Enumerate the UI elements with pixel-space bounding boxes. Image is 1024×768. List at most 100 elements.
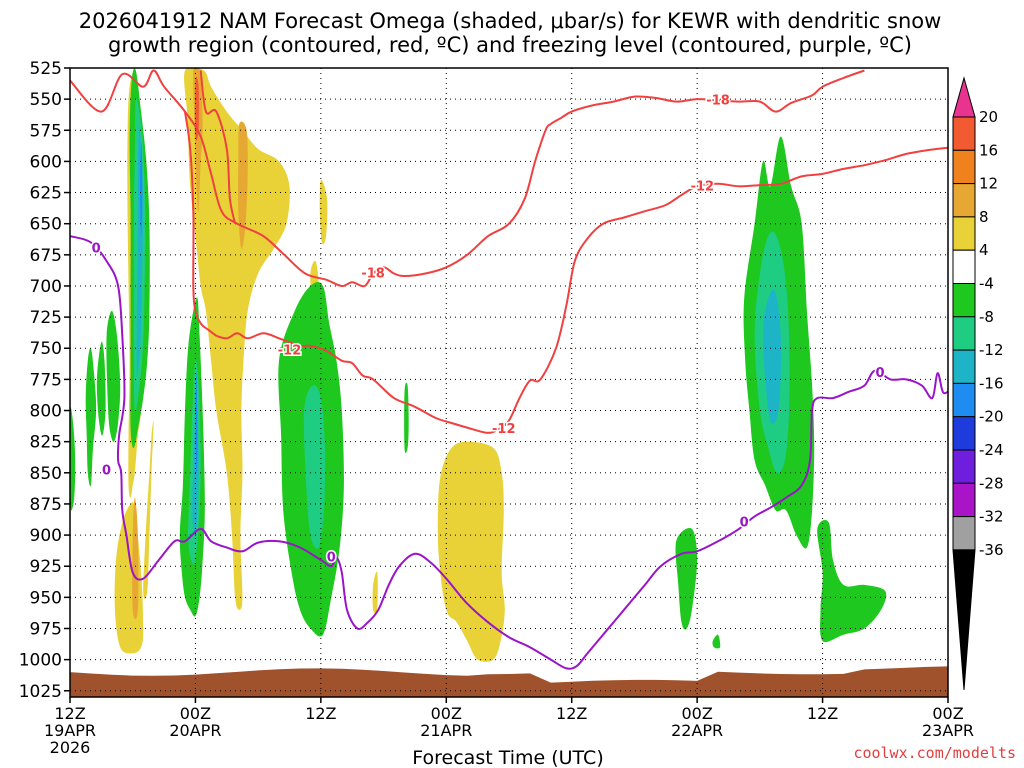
colorbar-bin-2 — [952, 183, 976, 218]
dgz-label-2: -12 — [278, 344, 302, 359]
freezing-label-1: 0 — [102, 463, 111, 478]
y-tick-label-14: 875 — [30, 495, 62, 515]
colorbar-bin-3 — [952, 216, 976, 251]
freezing-label-4: 0 — [876, 366, 885, 381]
colorbar-bin-6 — [952, 316, 976, 351]
y-tick-label-3: 600 — [30, 152, 62, 172]
omega-region-25 — [404, 382, 409, 454]
plot-border — [69, 67, 949, 698]
colorbar-tick-label-3: 8 — [979, 208, 989, 226]
chart-title-line1: 2026041912 NAM Forecast Omega (shaded, μ… — [79, 9, 942, 33]
colorbar-bin-7 — [952, 349, 976, 384]
omega-region-9 — [96, 341, 106, 436]
y-tick-label-19: 1000 — [19, 651, 62, 671]
colorbar-bin-1 — [952, 149, 976, 185]
x-tick-time-2: 12Z — [305, 704, 336, 723]
surface-terrain — [70, 666, 948, 697]
colorbar-bin-9 — [952, 416, 976, 451]
colorbar-bin-4 — [952, 249, 976, 284]
colorbar-bin-11 — [952, 482, 976, 518]
colorbar-tick-label-0: 20 — [979, 108, 998, 126]
y-tick-label-11: 800 — [30, 402, 62, 422]
credit-text: coolwx.com/modelts — [853, 744, 1016, 762]
omega-region-27 — [675, 528, 698, 630]
y-tick-label-16: 925 — [30, 557, 62, 577]
x-tick-time-3: 00Z — [431, 704, 462, 723]
colorbar-tick-label-5: -4 — [979, 275, 994, 293]
colorbar-bottom-triangle — [952, 549, 976, 691]
omega-region-0 — [114, 501, 144, 654]
y-tick-label-12: 825 — [30, 433, 62, 453]
x-tick-time-0: 12Z — [54, 704, 85, 723]
y-tick-label-18: 975 — [30, 619, 62, 639]
x-axis-label: Forecast Time (UTC) — [412, 747, 603, 768]
omega-region-14 — [238, 121, 248, 249]
omega-region-10 — [106, 310, 121, 442]
dgz-contour-3 — [199, 70, 237, 224]
dgz-contours: -18 -18 -12 -12 -12 — [70, 69, 948, 439]
omega-region-23 — [303, 385, 326, 549]
colorbar-tick-label-10: -24 — [979, 441, 1004, 459]
colorbar-bin-10 — [952, 449, 976, 484]
y-tick-label-5: 650 — [30, 215, 62, 235]
colorbar-tick-label-2: 12 — [979, 175, 998, 193]
freezing-label-3: 0 — [740, 516, 749, 531]
omega-region-11 — [70, 406, 76, 511]
dgz-contour-2 — [184, 111, 217, 337]
y-tick-label-13: 850 — [30, 464, 62, 484]
dgz-label-4: -12 — [691, 179, 715, 194]
y-tick-label-6: 675 — [30, 246, 62, 266]
omega-region-32 — [817, 520, 887, 643]
y-tick-label-9: 750 — [30, 339, 62, 359]
y-tick-label-8: 725 — [30, 308, 62, 328]
omega-region-24 — [372, 571, 378, 614]
dgz-contour-0 — [70, 69, 865, 288]
y-tick-label-10: 775 — [30, 370, 62, 390]
y-tick-label-17: 950 — [30, 588, 62, 608]
colorbar-tick-label-13: -36 — [979, 541, 1004, 559]
omega-region-1 — [132, 497, 139, 620]
colorbar-tick-label-7: -12 — [979, 341, 1004, 359]
colorbar-tick-label-8: -16 — [979, 374, 1004, 392]
x-tick-time-6: 12Z — [807, 704, 838, 723]
y-tick-label-15: 900 — [30, 526, 62, 546]
chart-title-line2: growth region (contoured, red, ºC) and f… — [108, 33, 912, 57]
colorbar-tick-label-1: 16 — [979, 141, 998, 159]
omega-region-26 — [437, 441, 505, 662]
freezing-level-line — [70, 235, 948, 670]
dgz-label-1: -18 — [706, 93, 730, 108]
colorbar-bin-5 — [952, 283, 976, 318]
x-tick-date-1: 20APR — [169, 721, 221, 740]
x-tick-time-5: 00Z — [681, 704, 712, 723]
omega-region-28 — [712, 634, 721, 649]
colorbar-bin-12 — [952, 516, 976, 551]
omega-region-7 — [140, 141, 143, 237]
x-tick-date-0: 19APR — [44, 721, 96, 740]
freezing-label-2: 0 — [327, 550, 336, 565]
omega-region-31 — [763, 289, 782, 424]
x-tick-date-5: 22APR — [671, 721, 723, 740]
x-tick-date-7: 23APR — [922, 721, 974, 740]
colorbar-bin-0 — [952, 116, 976, 151]
y-tick-label-2: 575 — [30, 121, 62, 141]
colorbar-tick-label-4: 4 — [979, 241, 989, 259]
y-tick-label-0: 525 — [30, 59, 62, 79]
dgz-label-0: -18 — [361, 267, 385, 282]
x-tick-time-4: 12Z — [556, 704, 587, 723]
omega-region-2 — [143, 421, 154, 599]
freezing-label-0: 0 — [92, 242, 101, 257]
omega-region-15 — [195, 76, 199, 141]
colorbar-tick-label-6: -8 — [979, 308, 994, 326]
dgz-contour-1 — [216, 146, 948, 434]
x-tick-year-0: 2026 — [50, 738, 91, 757]
colorbar-tick-label-12: -32 — [979, 508, 1004, 526]
colorbar-tick-label-11: -28 — [979, 474, 1004, 492]
x-tick-time-1: 00Z — [180, 704, 211, 723]
plot-frame — [69, 67, 949, 698]
y-axis-ticks: 525 550 575 600 625 650 675 700 725 750 775 800 825 8… — [19, 59, 70, 702]
dgz-label-3: -12 — [492, 422, 516, 437]
x-tick-time-7: 00Z — [932, 704, 963, 723]
omega-region-8 — [85, 347, 97, 487]
